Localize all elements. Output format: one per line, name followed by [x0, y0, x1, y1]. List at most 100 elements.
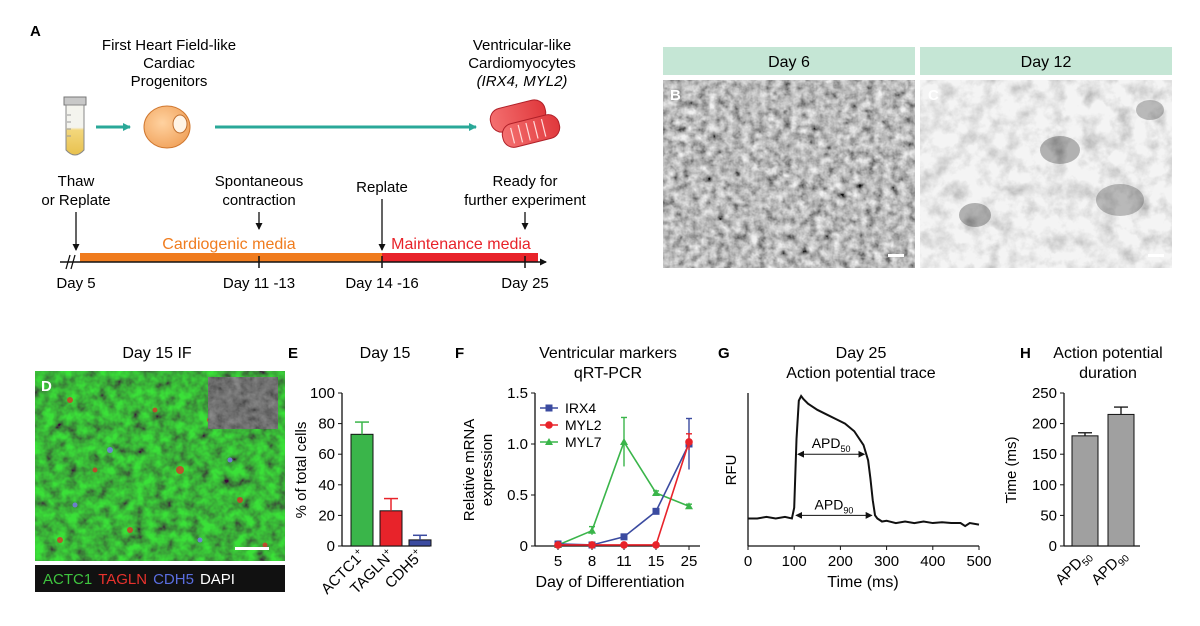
panel-h-bar-apd90: [1107, 413, 1135, 547]
panel-g-apd50-label: APD50: [812, 435, 851, 454]
panel-f-xtick-label: 8: [588, 553, 596, 570]
maintenance-media-label: Maintenance media: [391, 236, 531, 253]
panel-h-ytick-label: 50: [1040, 507, 1057, 524]
panel-h-ytick-label: 100: [1032, 477, 1057, 494]
panel-h-ytick-label: 200: [1032, 416, 1057, 433]
panel-f-title-line-2: qRT-PCR: [574, 365, 642, 382]
panel-e-ylabel: % of total cells: [293, 422, 310, 519]
step-contraction-line-2: contraction: [222, 192, 295, 209]
panel-g-xtick-label: 400: [920, 553, 945, 570]
maintenance-media-bar: [382, 253, 538, 262]
panel-f-legend-label-irx4: IRX4: [565, 400, 596, 416]
vial-icon: [63, 96, 87, 156]
micrograph-b-letter: B: [670, 87, 681, 104]
cardiomyocyte-markers: (IRX4, MYL2): [477, 73, 568, 90]
panel-g-xtick-label: 200: [828, 553, 853, 570]
panel-g-title-line-1: Day 25: [836, 345, 887, 362]
panel-f-point-myl7: [685, 502, 693, 510]
micrograph-c-header: [920, 47, 1172, 75]
micrograph-b-scale-bar: [888, 254, 904, 257]
panel-h-chart: H Action potential duration 0 50 100 150 200 250…: [1003, 345, 1163, 590]
panel-e-ytick-label: 80: [318, 416, 335, 433]
progenitor-label-line-1: First Heart Field-like: [102, 37, 236, 54]
panel-a-letter: A: [30, 23, 41, 40]
micrograph-b-header-text: Day 6: [768, 54, 810, 71]
cardiomyocyte-label: Ventricular-like Cardiomyocytes (IRX4, M…: [468, 37, 576, 90]
day-label-end: Day 25: [501, 275, 549, 292]
panel-f-point-myl7: [588, 526, 596, 534]
panel-f-xtick-label: 15: [648, 553, 665, 570]
panel-f-legend-marker-myl2: [545, 421, 553, 429]
panel-g-trace: [748, 394, 980, 528]
step-thaw-line-2: or Replate: [41, 192, 110, 209]
step-thaw-line-1: Thaw: [58, 173, 95, 190]
panel-h-ytick-label: 150: [1032, 446, 1057, 463]
step-contraction-line-1: Spontaneous: [215, 173, 303, 190]
if-legend-text: ACTC1 TAGLN CDH5 DAPI: [43, 571, 235, 588]
panel-f-xlabel: Day of Differentiation: [535, 574, 684, 591]
panel-e-ytick-label: 60: [318, 446, 335, 463]
panel-a: A First Heart Field-like Cardiac Progeni…: [30, 23, 587, 292]
day-label-start: Day 5: [56, 275, 95, 292]
panel-h-ytick-label: 250: [1032, 385, 1057, 402]
panel-f-point-myl7: [652, 488, 660, 496]
if-legend-item-tagln: TAGLN: [98, 571, 147, 588]
if-legend-item-actc1: ACTC1: [43, 571, 92, 588]
panel-d-letter: D: [41, 378, 52, 395]
panel-f-chart: F Ventricular markers qRT-PCR 0 0.5 1.0 1.5 5 8 1…: [455, 345, 700, 591]
day-label-contraction: Day 11 -13: [223, 275, 295, 292]
cardiogenic-media-bar: [80, 253, 382, 262]
panel-f-ylabel-line-1: Relative mRNA: [461, 419, 478, 522]
micrograph-b: Day 6 B: [663, 47, 915, 268]
panel-f-legend-label-myl2: MYL2: [565, 417, 602, 433]
panel-e-ytick-label: 40: [318, 477, 335, 494]
panel-h-category-apd90: APD90: [1088, 546, 1132, 590]
panel-g-apd-sub: 50: [841, 444, 851, 454]
cardiomyocyte-icon: [489, 99, 561, 148]
panel-h-ytick-label: 0: [1049, 538, 1057, 555]
step-replate-line-1: Replate: [356, 179, 408, 196]
panel-f-letter: F: [455, 345, 464, 362]
panel-f-xtick-label: 5: [554, 553, 562, 570]
if-legend-item-dapi: DAPI: [200, 571, 235, 588]
axis-break-icon: [65, 254, 76, 270]
cardiogenic-media-label: Cardiogenic media: [162, 236, 296, 253]
panel-f-point-myl2: [554, 541, 562, 549]
panel-g-xtick-label: 300: [874, 553, 899, 570]
panel-g-apd-text: APD: [812, 435, 841, 451]
panel-g-apd-sub: 90: [843, 505, 853, 515]
panel-e-ytick-label: 0: [327, 538, 335, 555]
panel-h-bar-apd50: [1071, 435, 1099, 547]
micrograph-c: Day 12 C: [920, 47, 1172, 268]
panel-e-bar-cdh5: [408, 539, 432, 547]
panel-g-title-line-2: Action potential trace: [786, 365, 936, 382]
panel-f-point-myl2: [620, 541, 628, 549]
panel-g-xtick-label: 500: [966, 553, 991, 570]
panel-d-title: Day 15 IF: [122, 345, 192, 362]
day-label-replate: Day 14 -16: [345, 275, 418, 292]
panel-g-ylabel: RFU: [723, 455, 740, 486]
panel-h-title-line-1: Action potential: [1053, 345, 1162, 362]
panel-g-chart: G Day 25 Action potential trace 0 100 200 300 4…: [718, 345, 992, 591]
panel-g-letter: G: [718, 345, 730, 362]
progenitor-label: First Heart Field-like Cardiac Progenito…: [102, 37, 236, 90]
panel-h-category-apd50: APD50: [1052, 546, 1096, 590]
panel-g-xtick-label: 100: [782, 553, 807, 570]
step-ready-line-1: Ready for: [492, 173, 557, 190]
step-ready-line-2: further experiment: [464, 192, 587, 209]
panel-f-ylabel-line-2: expression: [479, 434, 496, 507]
progenitor-cell-icon: [143, 105, 191, 149]
cardiomyocyte-label-line-1: Ventricular-like: [473, 37, 571, 54]
if-scale-bar: [235, 547, 269, 550]
panel-e-ytick-label: 20: [318, 507, 335, 524]
panel-f-ytick-label: 1.5: [507, 385, 528, 402]
cardiomyocyte-label-line-2: Cardiomyocytes: [468, 55, 576, 72]
panel-d: Day 15 IF D ACTC1 TAGLN CDH5 DAPI: [35, 345, 285, 592]
panel-g-apd90-label: APD90: [815, 496, 854, 515]
panel-f-point-irx4: [620, 533, 628, 541]
panel-e-bar-tagln: [379, 510, 403, 547]
if-legend-item-cdh5: CDH5: [153, 571, 194, 588]
panel-f-xtick-label: 11: [616, 553, 632, 570]
